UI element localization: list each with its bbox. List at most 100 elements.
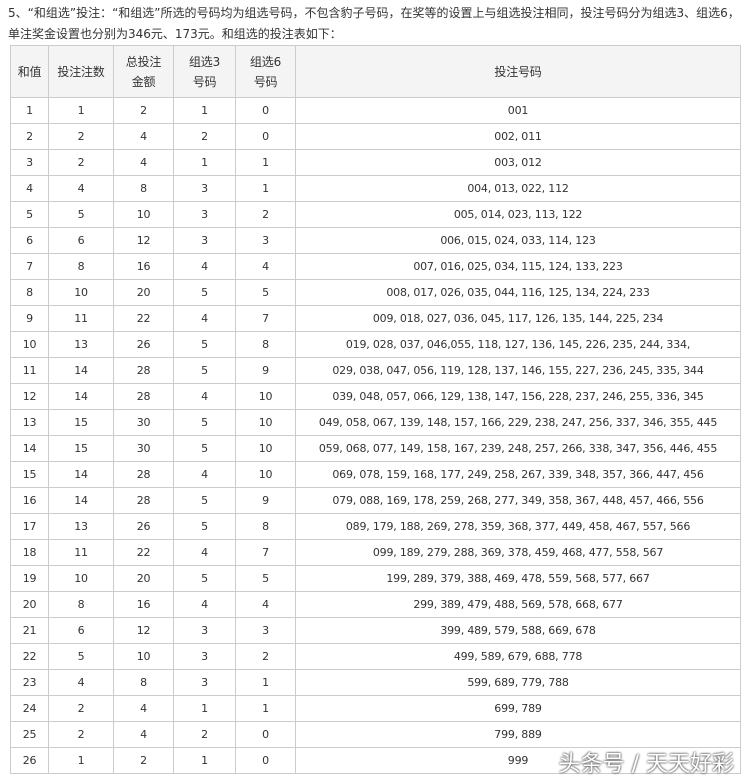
table-row: 7 8 16 4 4 007, 016, 025, 034, 115, 124, 133,… — [10, 253, 741, 280]
table-cell: 22 — [113, 539, 174, 566]
table-cell: 1 — [235, 175, 296, 202]
table-cell: 15 — [10, 461, 49, 488]
table-cell: 3 — [173, 617, 236, 644]
table-cell: 25 — [10, 721, 49, 748]
table-row: 16 14 28 5 9 079, 088, 169, 178, 259, 268, 27… — [10, 487, 741, 514]
table-cell: 001 — [295, 97, 741, 124]
table-row: 12 14 28 4 10 039, 048, 057, 066, 129, 138, 1… — [10, 383, 741, 410]
table-cell: 6 — [10, 227, 49, 254]
table-cell: 5 — [173, 435, 236, 462]
table-cell: 5 — [173, 513, 236, 540]
table-cell: 4 — [235, 591, 296, 618]
table-cell: 3 — [173, 201, 236, 228]
header-text: 投注注数 — [57, 64, 105, 79]
table-cell: 1 — [235, 149, 296, 176]
table-cell: 8 — [48, 591, 114, 618]
table-cell: 30 — [113, 409, 174, 436]
table-cell: 12 — [10, 383, 49, 410]
table-cell: 004, 013, 022, 112 — [295, 175, 741, 202]
table-cell: 22 — [113, 305, 174, 332]
table-cell: 11 — [48, 305, 114, 332]
table-row: 13 15 30 5 10 049, 058, 067, 139, 148, 157, 1… — [10, 409, 741, 436]
table-cell: 15 — [48, 409, 114, 436]
table-cell: 20 — [113, 565, 174, 592]
table-cell: 1 — [173, 695, 236, 722]
table-cell: 8 — [10, 279, 49, 306]
table-cell: 12 — [113, 617, 174, 644]
table-cell: 22 — [10, 643, 49, 670]
intro-line: 5、“和组选”投注：“和组选”所选的号码均为组选号码，不包含豹子号码，在奖等的设… — [8, 6, 740, 20]
table-cell: 14 — [48, 383, 114, 410]
table-cell: 006, 015, 024, 033, 114, 123 — [295, 227, 741, 254]
table-cell: 5 — [48, 201, 114, 228]
table-cell: 8 — [113, 175, 174, 202]
table-cell: 11 — [10, 357, 49, 384]
table-cell: 13 — [10, 409, 49, 436]
table-cell: 8 — [113, 669, 174, 696]
table-cell: 299, 389, 479, 488, 569, 578, 668, 677 — [295, 591, 741, 618]
table-cell: 5 — [173, 279, 236, 306]
table-cell: 3 — [173, 227, 236, 254]
table-cell: 3 — [173, 175, 236, 202]
table-row: 6 6 12 3 3 006, 015, 024, 033, 114, 123 — [10, 227, 741, 254]
table-row: 2 2 4 2 0 002, 011 — [10, 123, 741, 150]
table-cell: 1 — [173, 149, 236, 176]
table-cell: 4 — [10, 175, 49, 202]
table-cell: 3 — [173, 669, 236, 696]
table-row: 24 2 4 1 1 699, 789 — [10, 695, 741, 722]
table-cell: 5 — [173, 487, 236, 514]
table-cell: 28 — [113, 357, 174, 384]
table-row: 10 13 26 5 8 019, 028, 037, 046,055, 118, 127… — [10, 331, 741, 358]
table-cell: 30 — [113, 435, 174, 462]
header-cell: 投注注数 — [48, 45, 114, 98]
table-cell: 26 — [10, 747, 49, 774]
table-cell: 24 — [10, 695, 49, 722]
table-cell: 2 — [235, 201, 296, 228]
table-cell: 1 — [10, 97, 49, 124]
table-cell: 10 — [10, 331, 49, 358]
table-cell: 4 — [113, 695, 174, 722]
table-row: 15 14 28 4 10 069, 078, 159, 168, 177, 249, 2… — [10, 461, 741, 488]
header-text: 组选6 — [249, 54, 282, 69]
table-cell: 9 — [10, 305, 49, 332]
table-cell: 699, 789 — [295, 695, 741, 722]
table-cell: 10 — [113, 643, 174, 670]
table-cell: 5 — [173, 357, 236, 384]
table-cell: 5 — [48, 643, 114, 670]
table-cell: 5 — [10, 201, 49, 228]
table-cell: 5 — [173, 409, 236, 436]
table-row: 17 13 26 5 8 089, 179, 188, 269, 278, 359, 36… — [10, 513, 741, 540]
table-cell: 499, 589, 679, 688, 778 — [295, 643, 741, 670]
table-cell: 14 — [48, 461, 114, 488]
table-cell: 20 — [10, 591, 49, 618]
table-cell: 4 — [173, 461, 236, 488]
table-cell: 003, 012 — [295, 149, 741, 176]
table-cell: 079, 088, 169, 178, 259, 268, 277, 349, … — [295, 487, 741, 514]
header-row: 和值 投注注数 总投注 金额 组选3 号码 组选6 号码 投注号码 — [10, 45, 741, 98]
table-cell: 5 — [173, 331, 236, 358]
table-cell: 14 — [10, 435, 49, 462]
table-cell: 1 — [48, 97, 114, 124]
table-cell: 28 — [113, 383, 174, 410]
table-cell: 2 — [113, 747, 174, 774]
table-cell: 1 — [173, 97, 236, 124]
table-row: 5 5 10 3 2 005, 014, 023, 113, 122 — [10, 201, 741, 228]
table-cell: 2 — [173, 123, 236, 150]
table-cell: 2 — [48, 721, 114, 748]
table-row: 8 10 20 5 5 008, 017, 026, 035, 044, 116, 125… — [10, 279, 741, 306]
table-cell: 1 — [235, 695, 296, 722]
table-row: 26 1 2 1 0 999 — [10, 747, 741, 774]
header-cell: 组选6 号码 — [235, 45, 296, 98]
header-text: 组选3 — [188, 54, 221, 69]
header-cell: 总投注 金额 — [113, 45, 174, 98]
table-row: 21 6 12 3 3 399, 489, 579, 588, 669, 678 — [10, 617, 741, 644]
table-cell: 21 — [10, 617, 49, 644]
table-cell: 4 — [48, 175, 114, 202]
table-cell: 13 — [48, 331, 114, 358]
table-cell: 16 — [113, 591, 174, 618]
table-cell: 2 — [48, 695, 114, 722]
table-row: 1 1 2 1 0 001 — [10, 97, 741, 124]
table-cell: 7 — [235, 539, 296, 566]
table-cell: 3 — [10, 149, 49, 176]
